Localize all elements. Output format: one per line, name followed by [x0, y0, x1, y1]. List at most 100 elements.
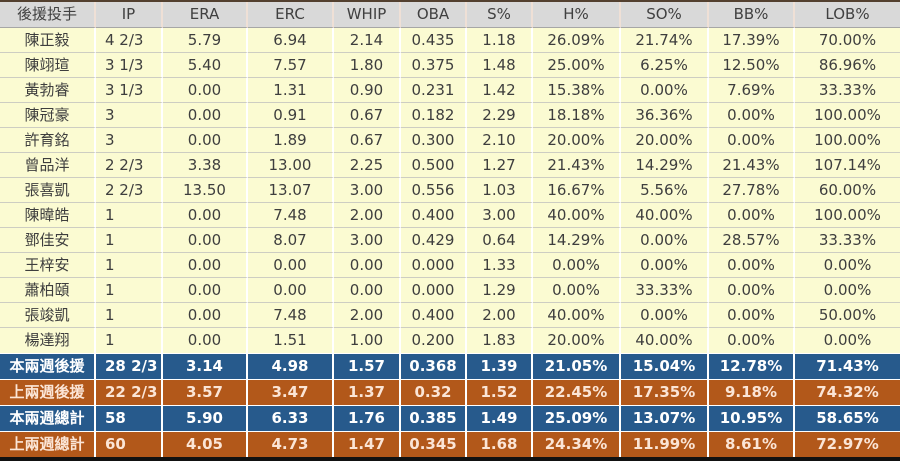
column-header: S% [467, 2, 533, 28]
summary-stat-cell: 1.49 [467, 405, 533, 431]
column-header: 後援投手 [0, 2, 96, 28]
stat-cell: 20.00% [621, 128, 709, 153]
summary-label: 上兩週總計 [0, 431, 96, 457]
summary-stat-cell: 6.33 [248, 405, 334, 431]
stat-cell: 0.00% [709, 103, 795, 128]
stat-cell: 0.00 [163, 328, 248, 353]
stat-cell: 16.67% [533, 178, 621, 203]
stat-cell: 40.00% [533, 203, 621, 228]
summary-stat-cell: 8.61% [709, 431, 795, 457]
stat-cell: 25.00% [533, 53, 621, 78]
stat-cell: 1.03 [467, 178, 533, 203]
stat-cell: 2.14 [334, 28, 401, 53]
stat-cell: 1 [96, 203, 163, 228]
stat-cell: 0.435 [401, 28, 467, 53]
column-header: IP [96, 2, 163, 28]
summary-stat-cell: 0.368 [401, 353, 467, 379]
stat-cell: 8.07 [248, 228, 334, 253]
table-row: 黃勃睿 3 1/3 0.00 1.31 0.90 0.231 1.42 15.38% 0.00%… [0, 78, 900, 103]
pitcher-name-cell: 陳暐皓 [0, 203, 96, 228]
summary-stat-cell: 22 2/3 [96, 379, 163, 405]
stat-cell: 3.00 [334, 178, 401, 203]
stat-cell: 3 [96, 103, 163, 128]
summary-label: 本兩週後援 [0, 353, 96, 379]
stat-cell: 40.00% [621, 328, 709, 353]
stat-cell: 0.429 [401, 228, 467, 253]
stat-cell: 2.00 [334, 203, 401, 228]
stat-cell: 1.83 [467, 328, 533, 353]
column-header: SO% [621, 2, 709, 28]
summary-stat-cell: 1.68 [467, 431, 533, 457]
summary-stat-cell: 4.73 [248, 431, 334, 457]
table-row: 陳暐皓 1 0.00 7.48 2.00 0.400 3.00 40.00% 40.00% 0.0… [0, 203, 900, 228]
stat-cell: 7.48 [248, 203, 334, 228]
stat-cell: 3.00 [334, 228, 401, 253]
stat-cell: 2.00 [334, 303, 401, 328]
stat-cell: 0.00 [248, 253, 334, 278]
stat-cell: 0.200 [401, 328, 467, 353]
stat-cell: 33.33% [795, 228, 900, 253]
summary-stat-cell: 5.90 [163, 405, 248, 431]
stat-cell: 33.33% [795, 78, 900, 103]
stat-cell: 0.556 [401, 178, 467, 203]
stat-cell: 7.57 [248, 53, 334, 78]
column-header: ERC [248, 2, 334, 28]
summary-row: 上兩週後援 22 2/3 3.57 3.47 1.37 0.32 1.52 22.45% 17.… [0, 379, 900, 405]
table-body: 陳正毅 4 2/3 5.79 6.94 2.14 0.435 1.18 26.09% 21.74… [0, 28, 900, 353]
stat-cell: 18.18% [533, 103, 621, 128]
summary-stat-cell: 1.47 [334, 431, 401, 457]
stat-cell: 0.91 [248, 103, 334, 128]
stat-cell: 6.94 [248, 28, 334, 53]
stat-cell: 0.00 [163, 278, 248, 303]
table-row: 楊達翔 1 0.00 1.51 1.00 0.200 1.83 20.00% 40.00% 0.0… [0, 328, 900, 353]
stat-cell: 70.00% [795, 28, 900, 53]
stat-cell: 1.00 [334, 328, 401, 353]
column-header: ERA [163, 2, 248, 28]
summary-stat-cell: 3.47 [248, 379, 334, 405]
pitcher-name-cell: 許育銘 [0, 128, 96, 153]
table-row: 陳翊瑄 3 1/3 5.40 7.57 1.80 0.375 1.48 25.00% 6.25%… [0, 53, 900, 78]
summary-stat-cell: 58 [96, 405, 163, 431]
stat-cell: 0.00% [621, 253, 709, 278]
summary-stat-cell: 71.43% [795, 353, 900, 379]
summary-stat-cell: 0.385 [401, 405, 467, 431]
stat-cell: 1.51 [248, 328, 334, 353]
stat-cell: 1.33 [467, 253, 533, 278]
stat-cell: 0.00% [795, 253, 900, 278]
header-row: 後援投手 IP ERA ERC WHIP OBA S% H% SO% BB% LOB% [0, 2, 900, 28]
summary-stat-cell: 3.57 [163, 379, 248, 405]
stat-cell: 1.89 [248, 128, 334, 153]
stat-cell: 0.00% [709, 278, 795, 303]
stat-cell: 3.00 [467, 203, 533, 228]
table-row: 陳冠豪 3 0.00 0.91 0.67 0.182 2.29 18.18% 36.36% 0.0… [0, 103, 900, 128]
stat-cell: 2.29 [467, 103, 533, 128]
stat-cell: 0.300 [401, 128, 467, 153]
summary-stat-cell: 12.78% [709, 353, 795, 379]
stat-cell: 15.38% [533, 78, 621, 103]
stat-cell: 100.00% [795, 128, 900, 153]
stat-cell: 36.36% [621, 103, 709, 128]
summary-stat-cell: 1.39 [467, 353, 533, 379]
pitcher-name-cell: 曾品洋 [0, 153, 96, 178]
pitcher-name-cell: 蕭柏頤 [0, 278, 96, 303]
stat-cell: 0.67 [334, 103, 401, 128]
stat-cell: 1.29 [467, 278, 533, 303]
stat-cell: 2.00 [467, 303, 533, 328]
stat-cell: 0.00 [163, 228, 248, 253]
stat-cell: 2.10 [467, 128, 533, 153]
table-top-border [0, 0, 900, 2]
summary-label: 上兩週後援 [0, 379, 96, 405]
stat-cell: 1.42 [467, 78, 533, 103]
stat-cell: 0.00% [621, 78, 709, 103]
summary-stat-cell: 22.45% [533, 379, 621, 405]
stat-cell: 1 [96, 303, 163, 328]
stat-cell: 0.00 [163, 253, 248, 278]
stat-cell: 0.00% [709, 253, 795, 278]
summary-stat-cell: 0.345 [401, 431, 467, 457]
stat-cell: 5.40 [163, 53, 248, 78]
summary-stat-cell: 28 2/3 [96, 353, 163, 379]
stat-cell: 100.00% [795, 103, 900, 128]
summary-stat-cell: 15.04% [621, 353, 709, 379]
stat-cell: 14.29% [621, 153, 709, 178]
pitcher-name-cell: 鄧佳安 [0, 228, 96, 253]
